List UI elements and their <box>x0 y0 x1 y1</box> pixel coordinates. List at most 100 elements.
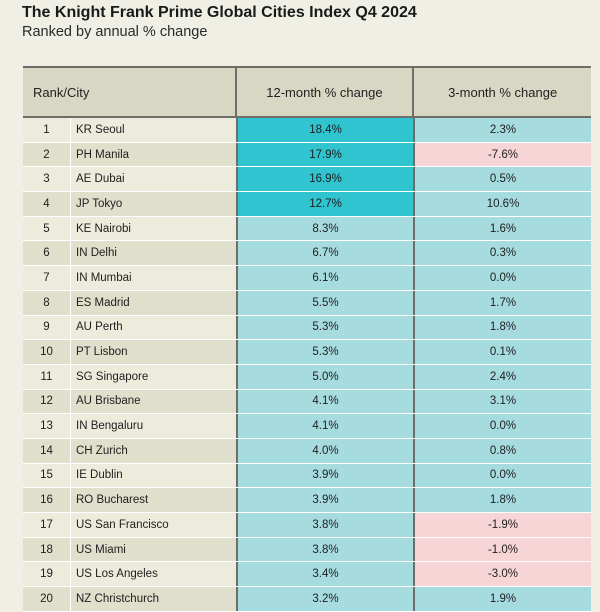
three-month-change-cell: 0.5% <box>413 167 591 192</box>
twelve-month-change-cell: 4.1% <box>236 414 413 438</box>
twelve-month-change-cell: 6.7% <box>236 241 413 266</box>
twelve-month-change-cell: 8.3% <box>236 216 413 241</box>
twelve-month-change-cell: 3.8% <box>236 537 413 562</box>
table-row: 9 AU Perth 5.3% 1.8% <box>23 315 591 341</box>
twelve-month-change-cell: 5.3% <box>236 340 413 364</box>
page-title: The Knight Frank Prime Global Cities Ind… <box>22 4 417 21</box>
city-cell: KR Seoul <box>71 118 236 142</box>
three-month-change-cell: 0.3% <box>413 241 591 266</box>
rank-cell: 18 <box>23 537 71 562</box>
rank-cell: 3 <box>23 167 71 192</box>
table-row: 4 JP Tokyo 12.7% 10.6% <box>23 192 591 217</box>
twelve-month-change-cell: 3.8% <box>236 513 413 537</box>
three-month-change-cell: 1.6% <box>413 216 591 241</box>
table-row: 16 RO Bucharest 3.9% 1.8% <box>23 488 591 513</box>
twelve-month-change-cell: 4.0% <box>236 438 413 463</box>
three-month-change-cell: 0.1% <box>413 340 591 364</box>
rank-cell: 12 <box>23 389 71 414</box>
city-cell: NZ Christchurch <box>71 587 236 611</box>
table-row: 11 SG Singapore 5.0% 2.4% <box>23 364 591 390</box>
three-month-change-cell: 2.3% <box>413 118 591 142</box>
three-month-change-cell: 0.0% <box>413 463 591 488</box>
rank-cell: 13 <box>23 414 71 438</box>
rank-cell: 19 <box>23 562 71 587</box>
table-row: 19 US Los Angeles 3.4% -3.0% <box>23 562 591 588</box>
table-row: 18 US Miami 3.8% -1.0% <box>23 537 591 563</box>
city-cell: IN Bengaluru <box>71 414 236 438</box>
table-row: 10 PT Lisbon 5.3% 0.1% <box>23 340 591 365</box>
three-month-change-cell: 1.9% <box>413 587 591 611</box>
rank-cell: 4 <box>23 192 71 216</box>
city-cell: AU Perth <box>71 315 236 340</box>
table-row: 14 CH Zurich 4.0% 0.8% <box>23 438 591 464</box>
city-cell: PT Lisbon <box>71 340 236 364</box>
city-cell: IN Mumbai <box>71 266 236 290</box>
rank-cell: 6 <box>23 241 71 266</box>
three-month-change-cell: 0.0% <box>413 414 591 438</box>
twelve-month-change-cell: 3.9% <box>236 488 413 512</box>
rank-cell: 9 <box>23 315 71 340</box>
table-row: 15 IE Dublin 3.9% 0.0% <box>23 463 591 489</box>
twelve-month-change-cell: 6.1% <box>236 266 413 290</box>
rank-cell: 11 <box>23 364 71 389</box>
three-month-change-cell: -1.0% <box>413 537 591 562</box>
rank-cell: 20 <box>23 587 71 611</box>
three-month-change-cell: 0.0% <box>413 266 591 290</box>
rank-cell: 2 <box>23 142 71 167</box>
table-body: 1 KR Seoul 18.4% 2.3% 2 PH Manila 17.9% -7.6% 3 A… <box>23 118 591 612</box>
city-cell: ES Madrid <box>71 290 236 315</box>
header-rank-city: Rank/City <box>33 84 90 100</box>
page-subtitle: Ranked by annual % change <box>22 24 208 40</box>
rank-cell: 15 <box>23 463 71 488</box>
city-cell: AU Brisbane <box>71 389 236 414</box>
header-12-month-change: 12-month % change <box>234 68 413 116</box>
table-header: Rank/City 12-month % change 3-month % ch… <box>23 68 591 118</box>
three-month-change-cell: 2.4% <box>413 364 591 389</box>
three-month-change-cell: 1.7% <box>413 290 591 315</box>
table-row: 1 KR Seoul 18.4% 2.3% <box>23 118 591 143</box>
header-3-month-change: 3-month % change <box>412 68 591 116</box>
twelve-month-change-cell: 5.3% <box>236 315 413 340</box>
twelve-month-change-cell: 12.7% <box>236 192 413 216</box>
table-row: 8 ES Madrid 5.5% 1.7% <box>23 290 591 316</box>
table-row: 20 NZ Christchurch 3.2% 1.9% <box>23 587 591 612</box>
city-cell: JP Tokyo <box>71 192 236 216</box>
city-cell: SG Singapore <box>71 364 236 389</box>
table-row: 7 IN Mumbai 6.1% 0.0% <box>23 266 591 291</box>
twelve-month-change-cell: 3.4% <box>236 562 413 587</box>
city-cell: CH Zurich <box>71 438 236 463</box>
rank-cell: 17 <box>23 513 71 537</box>
twelve-month-change-cell: 5.5% <box>236 290 413 315</box>
rank-cell: 14 <box>23 438 71 463</box>
three-month-change-cell: 1.8% <box>413 315 591 340</box>
three-month-change-cell: -7.6% <box>413 142 591 167</box>
three-month-change-cell: 10.6% <box>413 192 591 216</box>
city-cell: RO Bucharest <box>71 488 236 512</box>
rank-cell: 8 <box>23 290 71 315</box>
table-row: 5 KE Nairobi 8.3% 1.6% <box>23 216 591 242</box>
three-month-change-cell: 0.8% <box>413 438 591 463</box>
city-cell: KE Nairobi <box>71 216 236 241</box>
city-cell: PH Manila <box>71 142 236 167</box>
three-month-change-cell: -3.0% <box>413 562 591 587</box>
three-month-change-cell: -1.9% <box>413 513 591 537</box>
rank-cell: 1 <box>23 118 71 142</box>
city-cell: AE Dubai <box>71 167 236 192</box>
rank-cell: 16 <box>23 488 71 512</box>
city-cell: IN Delhi <box>71 241 236 266</box>
table-row: 17 US San Francisco 3.8% -1.9% <box>23 513 591 538</box>
city-cell: IE Dublin <box>71 463 236 488</box>
rank-cell: 5 <box>23 216 71 241</box>
table-row: 6 IN Delhi 6.7% 0.3% <box>23 241 591 267</box>
city-cell: US Miami <box>71 537 236 562</box>
three-month-change-cell: 1.8% <box>413 488 591 512</box>
table-row: 3 AE Dubai 16.9% 0.5% <box>23 167 591 193</box>
twelve-month-change-cell: 16.9% <box>236 167 413 192</box>
table-row: 13 IN Bengaluru 4.1% 0.0% <box>23 414 591 439</box>
city-cell: US Los Angeles <box>71 562 236 587</box>
twelve-month-change-cell: 3.2% <box>236 587 413 611</box>
twelve-month-change-cell: 17.9% <box>236 142 413 167</box>
twelve-month-change-cell: 3.9% <box>236 463 413 488</box>
three-month-change-cell: 3.1% <box>413 389 591 414</box>
twelve-month-change-cell: 5.0% <box>236 364 413 389</box>
